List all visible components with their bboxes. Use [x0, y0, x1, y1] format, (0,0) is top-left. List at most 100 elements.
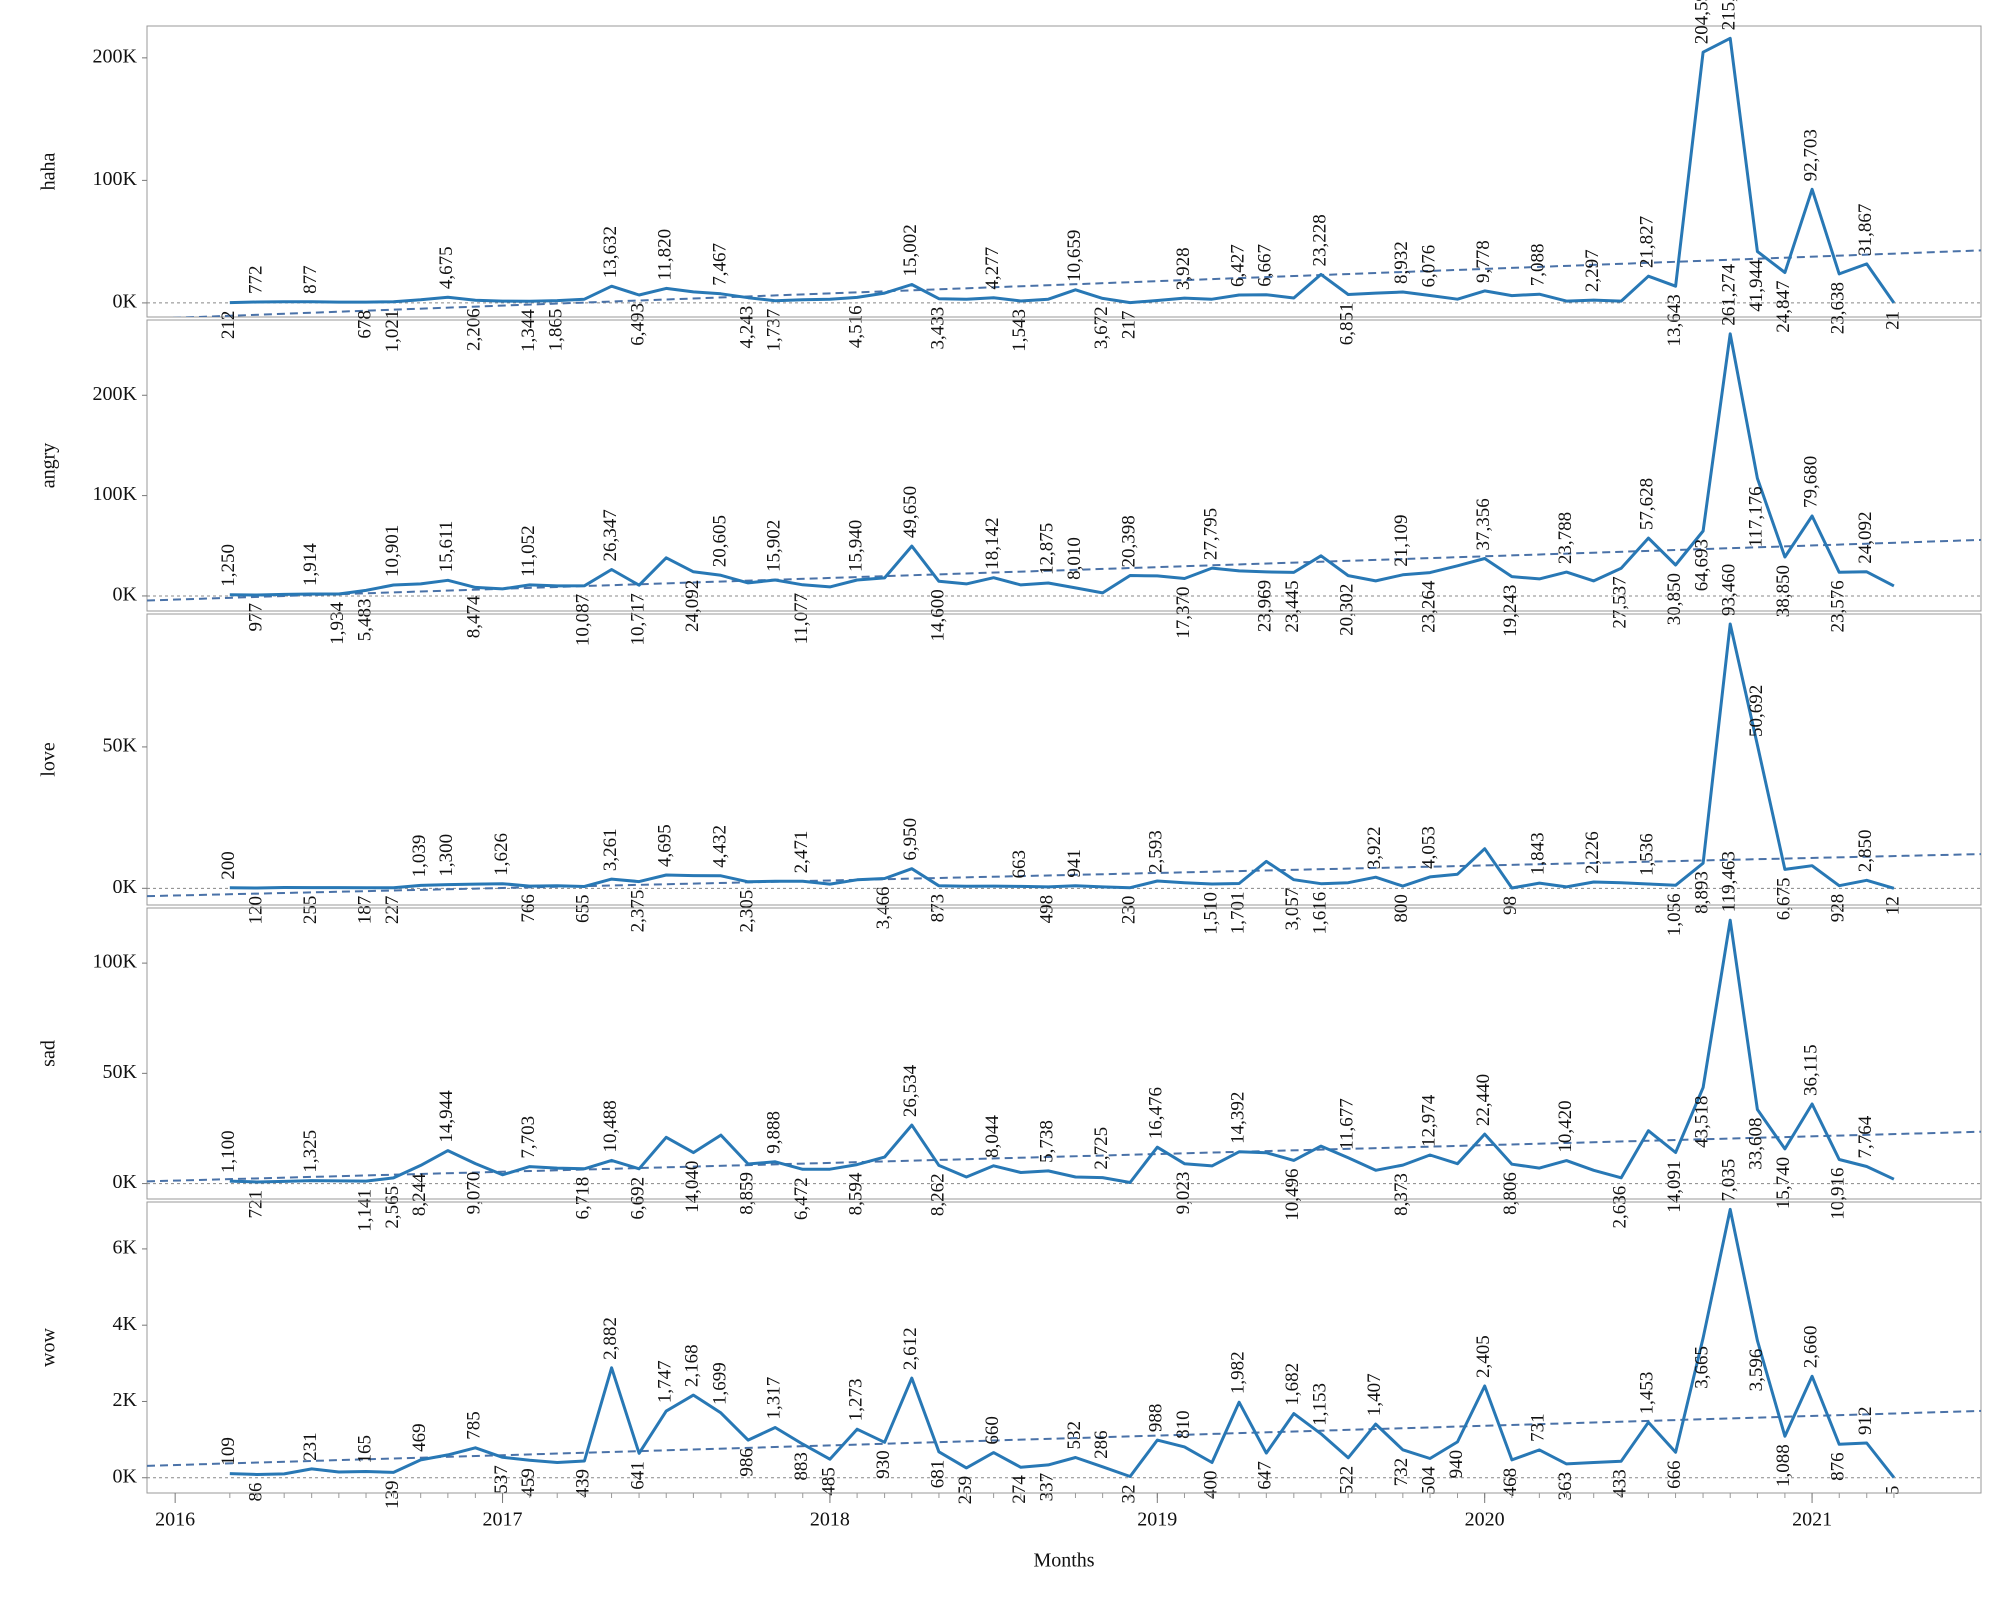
- data-label: 6,472: [791, 1177, 812, 1220]
- y-tick-label: 2K: [113, 1389, 138, 1411]
- data-label: 10,087: [573, 594, 594, 646]
- y-tick-label: 100K: [93, 951, 138, 973]
- data-label: 1,453: [1637, 1372, 1658, 1415]
- x-tick-label: 2017: [483, 1509, 523, 1531]
- trend-line: [170, 249, 1981, 317]
- data-label: 4,277: [982, 247, 1003, 290]
- trend-line: [147, 538, 1981, 602]
- x-tick-label: 2016: [155, 1509, 195, 1531]
- data-label: 12,974: [1418, 1094, 1439, 1147]
- data-label: 14,600: [927, 589, 948, 641]
- data-label: 139: [382, 1480, 403, 1509]
- data-label: 1,407: [1364, 1373, 1385, 1416]
- data-label: 92,703: [1800, 129, 1821, 181]
- data-label: 1,747: [655, 1360, 676, 1403]
- panel-frame: [146, 319, 1982, 612]
- data-label: 13,632: [600, 226, 621, 278]
- series-line: [229, 1207, 1896, 1479]
- data-label: 7,467: [709, 243, 730, 286]
- data-label: 15,902: [764, 520, 785, 572]
- data-label: 876: [1828, 1452, 1849, 1481]
- data-label: 15,002: [900, 224, 921, 276]
- data-label: 93,460: [1719, 564, 1740, 616]
- data-label: 119,463: [1719, 851, 1740, 912]
- data-label: 15,940: [845, 520, 866, 572]
- data-label: 1,300: [436, 834, 457, 877]
- data-label: 10,488: [600, 1100, 621, 1152]
- data-label: 681: [927, 1460, 948, 1489]
- data-label: 57,628: [1637, 478, 1658, 530]
- x-tick-label: 2021: [1792, 1509, 1832, 1531]
- data-label: 1,317: [764, 1377, 785, 1420]
- data-label: 4,053: [1418, 826, 1439, 869]
- data-label: 1,737: [764, 309, 785, 352]
- data-label: 41,944: [1746, 259, 1767, 312]
- data-label: 810: [1173, 1410, 1194, 1439]
- panel-frame: [146, 25, 1982, 318]
- y-tick-label: 0K: [113, 876, 138, 898]
- data-label: 10,496: [1282, 1168, 1303, 1220]
- data-label: 30,850: [1664, 573, 1685, 625]
- data-label: 23,788: [1555, 512, 1576, 564]
- data-label: 14,040: [682, 1161, 703, 1213]
- data-label: 230: [1118, 896, 1139, 925]
- data-label: 1,510: [1200, 892, 1221, 935]
- data-label: 1,701: [1228, 892, 1249, 935]
- panel-frame: [146, 907, 1982, 1200]
- data-label: 433: [1610, 1469, 1631, 1498]
- data-label: 3,596: [1746, 1349, 1767, 1392]
- data-label: 655: [573, 894, 594, 923]
- data-label: 647: [1255, 1461, 1276, 1490]
- data-label: 50,692: [1746, 685, 1767, 737]
- data-label: 2,206: [464, 308, 485, 351]
- data-label: 200: [218, 851, 239, 880]
- trend-line: [147, 1130, 1981, 1183]
- data-label: 8,474: [464, 595, 485, 638]
- data-label: 1,865: [546, 309, 567, 352]
- data-label: 7,088: [1528, 243, 1549, 286]
- series-line: [229, 918, 1895, 1184]
- data-label: 522: [1337, 1466, 1358, 1495]
- y-axis-title: sad: [38, 1040, 60, 1067]
- trend-line: [147, 1409, 1981, 1467]
- data-label: 14,392: [1228, 1092, 1249, 1144]
- data-label: 11,677: [1337, 1098, 1358, 1150]
- data-label: 23,264: [1418, 580, 1439, 633]
- data-label: 469: [409, 1423, 430, 1452]
- data-label: 79,680: [1800, 456, 1821, 508]
- data-label: 6,692: [627, 1177, 648, 1220]
- data-label: 3,922: [1364, 826, 1385, 869]
- data-label: 400: [1200, 1470, 1221, 1499]
- data-label: 3,928: [1173, 247, 1194, 290]
- y-axis-title: wow: [38, 1328, 60, 1367]
- data-label: 2,305: [736, 890, 757, 933]
- data-label: 27,537: [1610, 576, 1631, 628]
- data-label: 537: [491, 1465, 512, 1494]
- data-label: 532: [1064, 1421, 1085, 1450]
- data-label: 986: [736, 1448, 757, 1477]
- data-label: 1,100: [218, 1130, 239, 1173]
- panel-frame: [146, 613, 1982, 906]
- data-label: 785: [464, 1411, 485, 1440]
- series-line: [229, 622, 1895, 890]
- data-label: 439: [573, 1469, 594, 1498]
- y-tick-label: 200K: [93, 45, 138, 67]
- data-label: 23,228: [1309, 214, 1330, 266]
- data-label: 498: [1037, 895, 1058, 924]
- data-label: 485: [818, 1467, 839, 1496]
- data-label: 2,375: [627, 890, 648, 933]
- data-label: 1,536: [1637, 833, 1658, 876]
- y-tick-label: 0K: [113, 1171, 138, 1193]
- x-tick-label: 2020: [1465, 1509, 1505, 1531]
- data-label: 10,420: [1555, 1100, 1576, 1152]
- data-label: 23,638: [1828, 282, 1849, 334]
- y-tick-label: 0K: [113, 1465, 138, 1487]
- data-label: 3,261: [600, 828, 621, 871]
- data-label: 15,611: [436, 521, 457, 573]
- data-label: 10,659: [1064, 230, 1085, 282]
- data-label: 3,057: [1282, 888, 1303, 931]
- data-label: 12: [1882, 896, 1903, 915]
- data-label: 2,297: [1582, 249, 1603, 292]
- data-label: 3,665: [1691, 1346, 1712, 1389]
- y-tick-label: 200K: [93, 383, 138, 405]
